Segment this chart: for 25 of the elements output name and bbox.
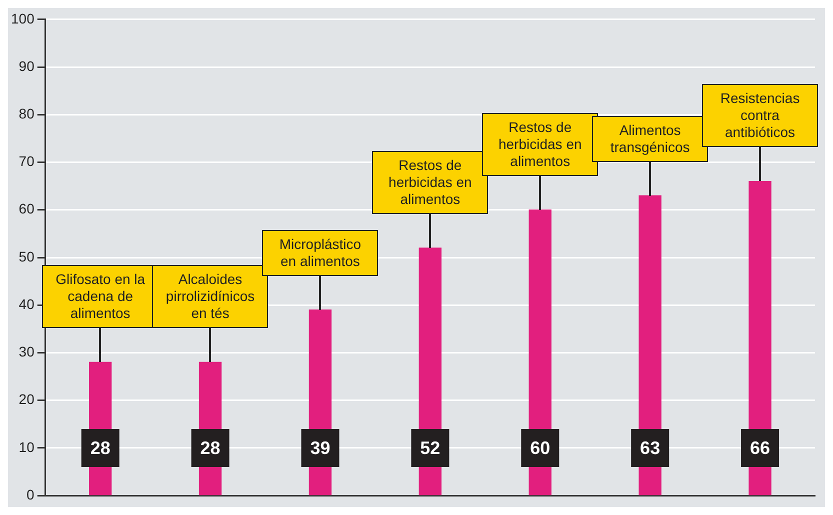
x-tick-label: Alimentos transgénicos (592, 116, 708, 162)
data-label: 28 (90, 438, 110, 458)
data-label: 63 (640, 438, 660, 458)
y-tick-label: 60 (18, 200, 35, 217)
y-tick-label: 70 (18, 153, 35, 170)
y-tick-label: 10 (18, 438, 35, 455)
data-label: 39 (310, 438, 330, 458)
x-tick-label: Resistencias contra antibióticos (702, 84, 818, 148)
y-tick-label: 80 (18, 106, 35, 122)
y-tick-label: 30 (18, 344, 35, 360)
data-label: 28 (200, 438, 220, 458)
x-tick-label: Alcaloides pirrolizidínicos en tés (152, 265, 268, 328)
y-tick-label: 0 (26, 486, 35, 502)
y-tick-label: 20 (18, 391, 35, 408)
y-tick-label: 90 (18, 58, 35, 74)
data-label: 52 (420, 438, 440, 458)
x-tick-label: Microplástico en alimentos (262, 230, 378, 276)
y-tick-label: 50 (18, 248, 35, 264)
data-label: 66 (750, 438, 770, 458)
data-label: 60 (530, 438, 550, 458)
y-tick-label: 40 (18, 296, 35, 312)
x-tick-label: Restos de herbicidas en alimentos (482, 112, 598, 176)
x-tick-label: Restos de herbicidas en alimentos (372, 150, 488, 214)
y-tick-label: 100 (11, 10, 35, 26)
x-tick-label: Glifosato en la cadena de alimentos (42, 265, 158, 328)
